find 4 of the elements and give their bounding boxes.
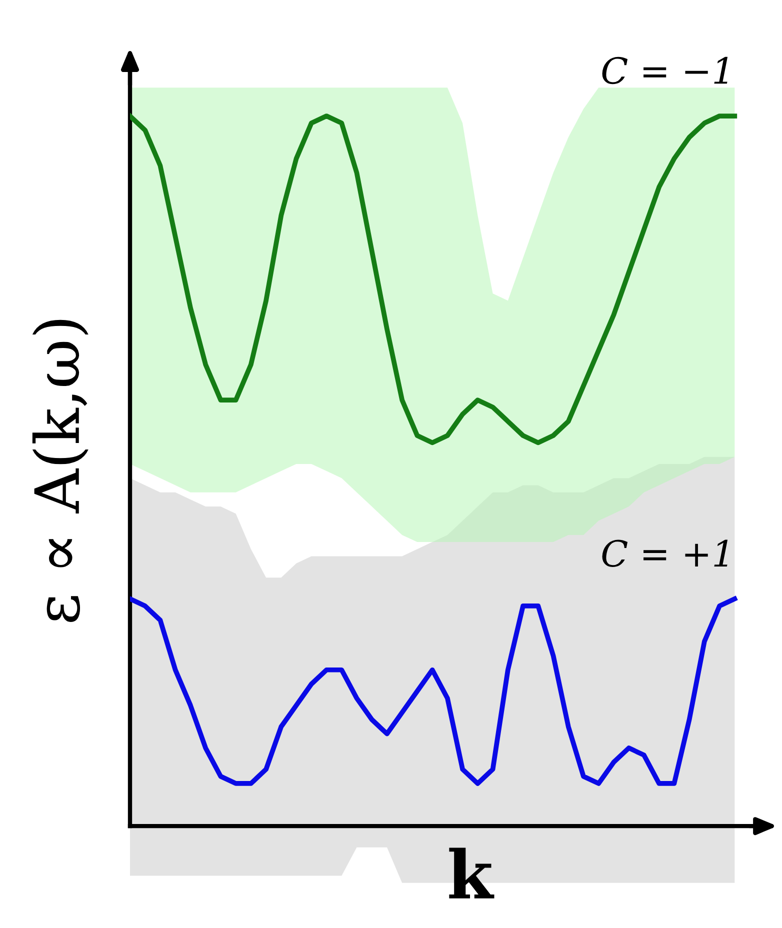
series-label: C = −1 (602, 56, 728, 84)
series-label: C = +1 (602, 540, 728, 568)
y-axis-title: ε ∝ A(k,ω) (32, 320, 88, 622)
x-axis-title: k (449, 848, 494, 898)
